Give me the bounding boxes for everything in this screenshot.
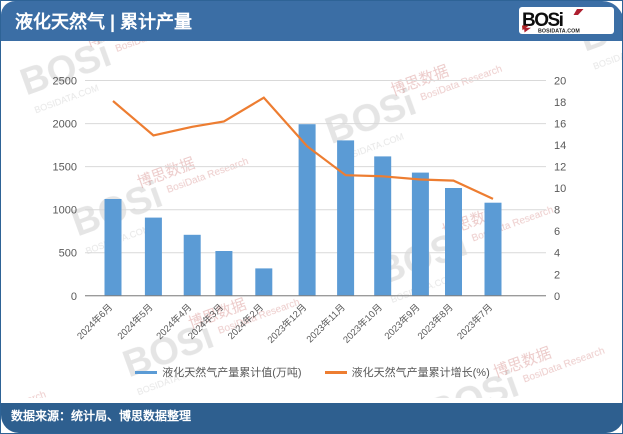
svg-text:1000: 1000 [53, 205, 77, 217]
svg-text:2023年8月: 2023年8月 [415, 301, 456, 342]
svg-text:0: 0 [71, 291, 77, 303]
svg-text:2023年10月: 2023年10月 [340, 301, 384, 345]
svg-text:8: 8 [554, 205, 560, 217]
svg-text:2023年12月: 2023年12月 [265, 301, 309, 345]
svg-text:6: 6 [554, 226, 560, 238]
svg-text:2500: 2500 [53, 76, 77, 88]
svg-text:12: 12 [554, 162, 566, 174]
svg-text:10: 10 [554, 183, 566, 195]
svg-text:2: 2 [554, 269, 560, 281]
svg-text:4: 4 [554, 248, 560, 260]
svg-text:2024年2月: 2024年2月 [225, 301, 266, 342]
svg-text:18: 18 [554, 97, 566, 109]
svg-text:2023年7月: 2023年7月 [455, 301, 496, 342]
svg-text:2000: 2000 [53, 119, 77, 131]
svg-text:0: 0 [554, 291, 560, 303]
svg-text:1500: 1500 [53, 162, 77, 174]
svg-text:500: 500 [59, 248, 77, 260]
svg-text:16: 16 [554, 119, 566, 131]
svg-text:BOSIDATA.COM: BOSIDATA.COM [538, 28, 580, 34]
svg-text:14: 14 [554, 140, 566, 152]
svg-text:2024年5月: 2024年5月 [115, 301, 156, 342]
svg-text:20: 20 [554, 76, 566, 88]
svg-text:2024年6月: 2024年6月 [75, 301, 116, 342]
